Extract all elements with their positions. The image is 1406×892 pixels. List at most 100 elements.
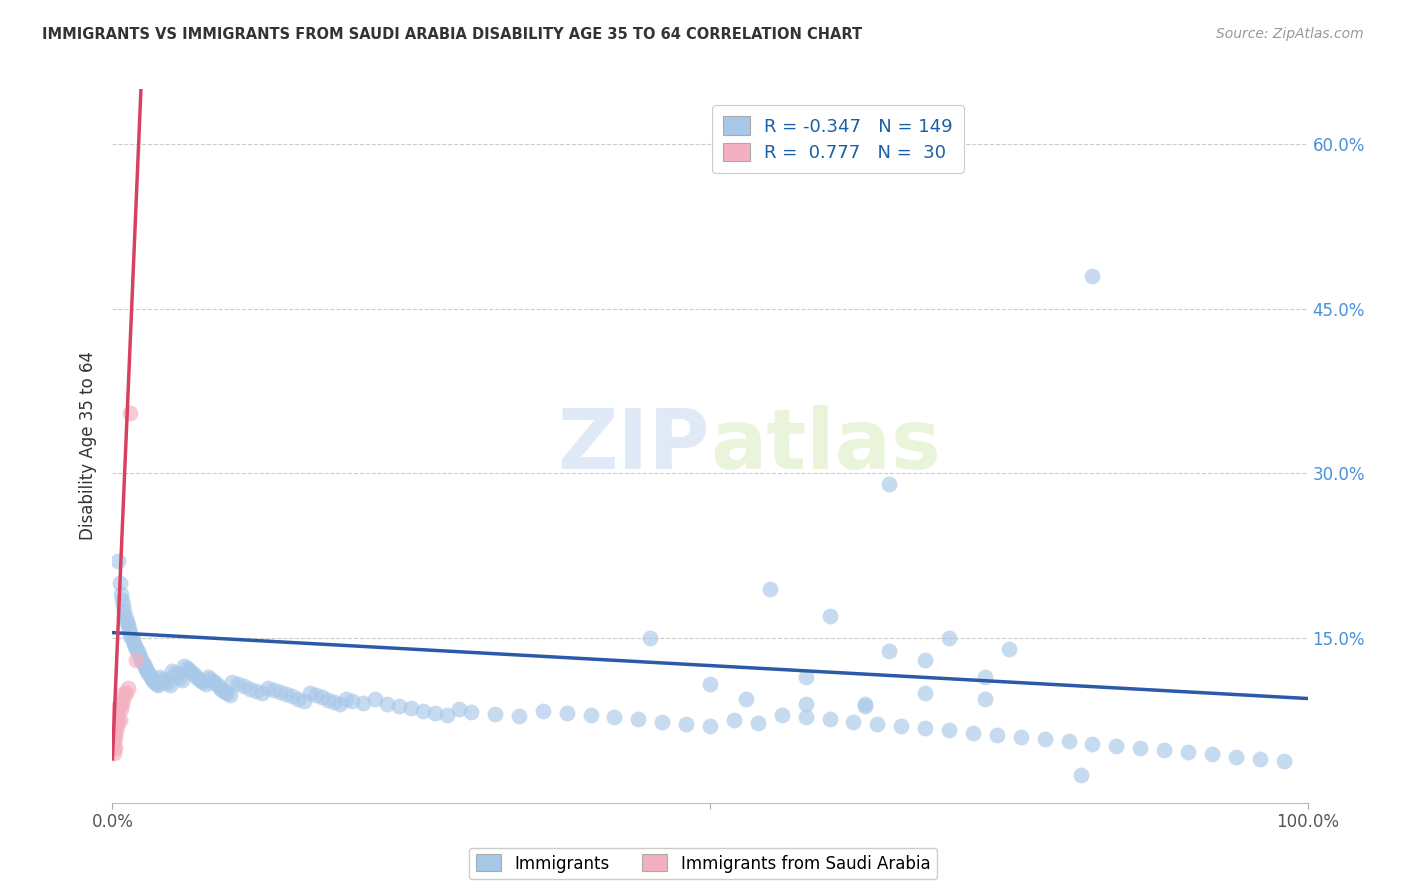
Point xyxy=(377,697,399,711)
Point xyxy=(1153,743,1175,757)
Point xyxy=(104,708,127,723)
Point xyxy=(818,712,841,726)
Point xyxy=(938,723,960,738)
Point xyxy=(120,406,142,420)
Point xyxy=(128,648,150,662)
Point xyxy=(1272,754,1295,768)
Point xyxy=(233,680,256,694)
Point xyxy=(103,735,125,749)
Point xyxy=(627,712,650,726)
Point xyxy=(699,719,721,733)
Point xyxy=(675,716,697,731)
Point xyxy=(112,598,135,612)
Point xyxy=(103,714,125,728)
Point xyxy=(508,709,530,723)
Point xyxy=(298,686,321,700)
Point xyxy=(163,666,186,681)
Point xyxy=(193,675,215,690)
Y-axis label: Disability Age 35 to 64: Disability Age 35 to 64 xyxy=(79,351,97,541)
Legend: R = -0.347   N = 149, R =  0.777   N =  30: R = -0.347 N = 149, R = 0.777 N = 30 xyxy=(711,105,965,173)
Point xyxy=(145,677,167,691)
Point xyxy=(110,702,132,716)
Point xyxy=(115,615,138,629)
Point xyxy=(998,642,1021,657)
Point xyxy=(132,657,155,672)
Text: IMMIGRANTS VS IMMIGRANTS FROM SAUDI ARABIA DISABILITY AGE 35 TO 64 CORRELATION C: IMMIGRANTS VS IMMIGRANTS FROM SAUDI ARAB… xyxy=(42,27,862,42)
Point xyxy=(105,708,128,723)
Point xyxy=(143,675,166,690)
Point xyxy=(322,695,344,709)
Text: ZIP: ZIP xyxy=(558,406,710,486)
Point xyxy=(401,701,423,715)
Point xyxy=(190,673,212,688)
Point xyxy=(603,710,626,724)
Point xyxy=(531,704,554,718)
Point xyxy=(107,554,129,568)
Point xyxy=(214,685,236,699)
Point xyxy=(107,702,129,716)
Point xyxy=(447,702,470,716)
Point xyxy=(938,631,960,645)
Point xyxy=(180,665,202,680)
Point xyxy=(105,719,128,733)
Point xyxy=(1105,739,1128,753)
Point xyxy=(1081,737,1104,751)
Point xyxy=(794,710,817,724)
Point xyxy=(555,706,578,720)
Point xyxy=(103,719,125,733)
Point xyxy=(152,672,174,686)
Point xyxy=(890,719,912,733)
Point xyxy=(194,677,217,691)
Point xyxy=(770,708,793,723)
Point xyxy=(879,644,901,658)
Point xyxy=(173,658,195,673)
Point xyxy=(579,708,602,723)
Point xyxy=(107,714,129,728)
Point xyxy=(1249,752,1271,766)
Point xyxy=(201,673,224,688)
Point xyxy=(127,644,149,658)
Point xyxy=(103,708,125,723)
Point xyxy=(108,714,131,728)
Point xyxy=(114,604,135,618)
Point xyxy=(105,724,128,739)
Point xyxy=(166,668,188,682)
Point xyxy=(200,672,222,686)
Point xyxy=(1010,730,1032,744)
Point xyxy=(239,681,262,696)
Point xyxy=(122,637,145,651)
Point xyxy=(735,691,758,706)
Point xyxy=(794,669,817,683)
Point xyxy=(335,691,357,706)
Point xyxy=(364,691,387,706)
Point xyxy=(114,686,135,700)
Point xyxy=(460,705,482,719)
Point xyxy=(103,747,125,761)
Point xyxy=(103,724,125,739)
Point xyxy=(187,672,209,686)
Point xyxy=(117,681,139,695)
Point xyxy=(747,715,769,730)
Point xyxy=(352,696,374,710)
Point xyxy=(120,629,142,643)
Point xyxy=(104,740,127,755)
Point xyxy=(211,682,233,697)
Point xyxy=(138,666,160,681)
Point xyxy=(292,694,315,708)
Point xyxy=(311,690,333,705)
Point xyxy=(169,671,191,685)
Point xyxy=(105,702,128,716)
Text: atlas: atlas xyxy=(710,406,941,486)
Point xyxy=(111,592,134,607)
Point xyxy=(139,669,162,683)
Point xyxy=(149,669,172,683)
Point xyxy=(250,686,273,700)
Point xyxy=(197,669,219,683)
Point xyxy=(388,699,411,714)
Point xyxy=(145,676,167,690)
Point xyxy=(135,662,157,676)
Point xyxy=(159,678,181,692)
Point xyxy=(962,725,984,739)
Point xyxy=(914,686,936,700)
Point xyxy=(118,623,141,637)
